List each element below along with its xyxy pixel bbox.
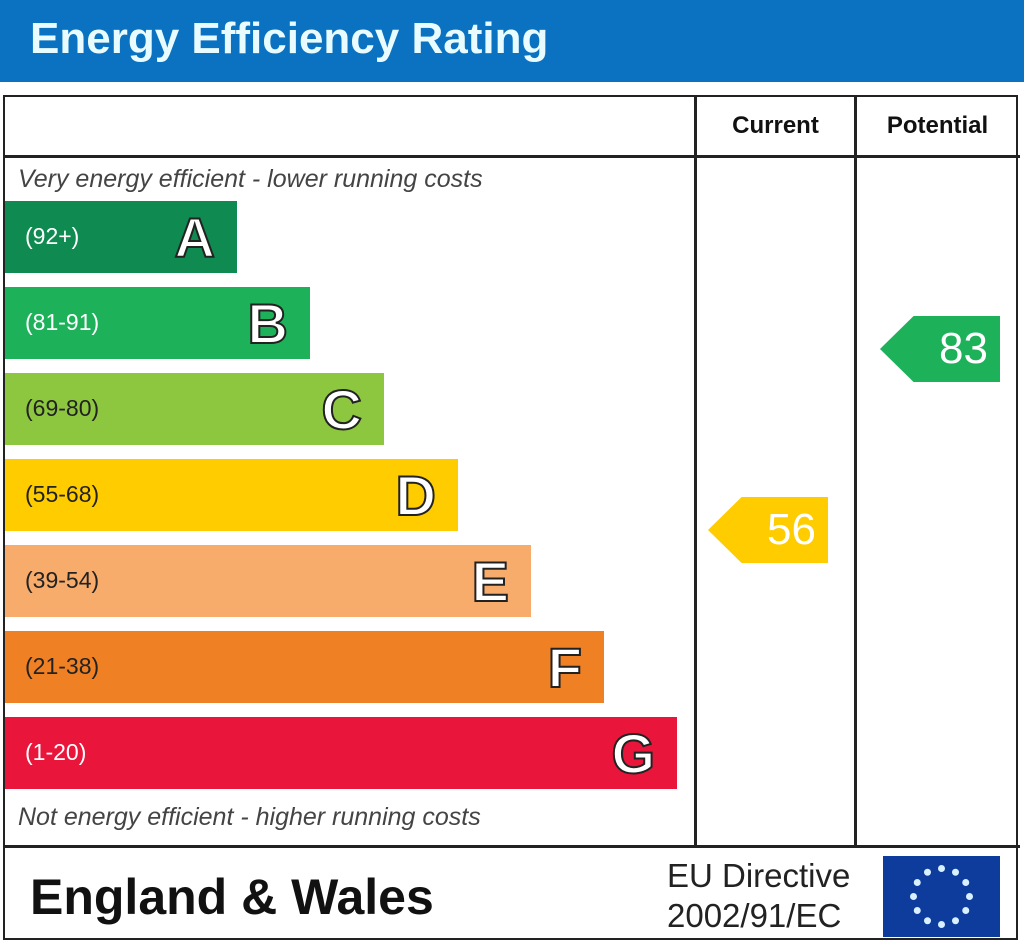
band-range: (21-38) xyxy=(25,653,100,679)
star xyxy=(952,868,959,876)
band-letter: B xyxy=(247,291,289,356)
star xyxy=(966,893,973,900)
band-bar-b: (81-91) B xyxy=(5,287,310,359)
band-letter: C xyxy=(321,377,363,442)
band-bar-a: (92+) A xyxy=(5,201,237,273)
potential-rating-value: 83 xyxy=(939,324,988,373)
band-letter: E xyxy=(471,549,510,614)
directive-line2: 2002/91/EC xyxy=(667,897,842,934)
star xyxy=(913,879,921,886)
star xyxy=(962,907,970,914)
band-bar-f: (21-38) F xyxy=(5,631,604,703)
star xyxy=(924,868,931,876)
band-letter: D xyxy=(395,463,437,528)
potential-column-header: Potential xyxy=(886,112,989,139)
band-letter: G xyxy=(610,721,656,786)
band-bar-c: (69-80) C xyxy=(5,373,384,445)
eu-flag-icon xyxy=(883,856,1000,937)
band-range: (39-54) xyxy=(25,567,100,593)
rating-table xyxy=(3,95,1018,940)
band-bar-d: (55-68) D xyxy=(5,459,458,531)
bottom-note: Not energy efficient - higher running co… xyxy=(18,803,481,831)
current-rating-value: 56 xyxy=(767,505,816,554)
band-range: (1-20) xyxy=(25,739,87,765)
divider xyxy=(3,845,1020,848)
region-label: England & Wales xyxy=(30,869,434,925)
star xyxy=(913,907,921,914)
top-note: Very energy efficient - lower running co… xyxy=(18,165,483,193)
page-title: Energy Efficiency Rating xyxy=(30,14,549,63)
band-range: (55-68) xyxy=(25,481,100,507)
band-letter: F xyxy=(547,635,583,700)
band-letter: A xyxy=(174,205,216,270)
divider xyxy=(854,95,857,847)
eu-directive: EU Directive 2002/91/EC xyxy=(667,856,850,936)
current-column-header: Current xyxy=(732,112,819,139)
band-range: (92+) xyxy=(25,223,80,249)
divider xyxy=(694,95,697,847)
divider xyxy=(3,155,1020,158)
star xyxy=(962,879,970,886)
star xyxy=(952,917,959,925)
star xyxy=(938,865,945,872)
star xyxy=(924,917,931,925)
band-bar-g: (1-20) G xyxy=(5,717,677,789)
band-range: (81-91) xyxy=(25,309,100,335)
band-range: (69-80) xyxy=(25,395,100,421)
potential-rating-arrow: 83 xyxy=(880,316,1000,382)
star xyxy=(938,921,945,928)
star xyxy=(910,893,917,900)
directive-line1: EU Directive xyxy=(667,857,851,894)
band-bar-e: (39-54) E xyxy=(5,545,531,617)
header-banner: Energy Efficiency Rating xyxy=(0,0,1024,82)
